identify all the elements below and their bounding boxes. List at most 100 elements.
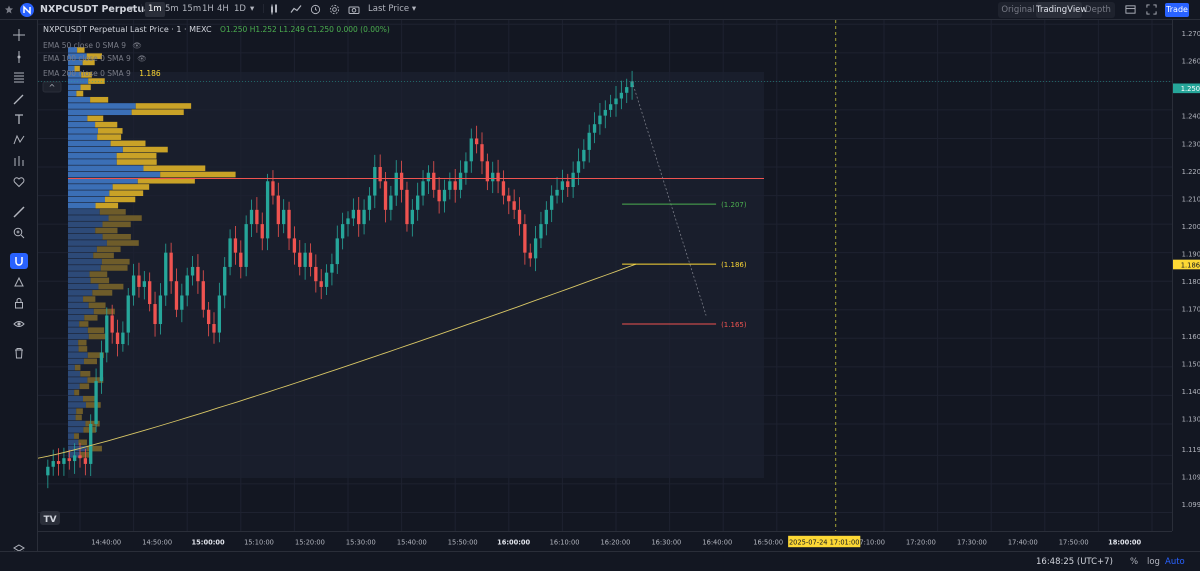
volume-bar-down	[110, 140, 146, 147]
trade-button[interactable]: Trade	[1165, 3, 1189, 17]
indicator-ema100[interactable]: EMA 100 close 0 SMA 9 👁	[43, 54, 147, 63]
volume-bar-up	[68, 215, 109, 221]
indicator-ema200[interactable]: EMA 200 close 0 SMA 9 1.186	[43, 69, 161, 78]
volume-bar-down	[90, 277, 110, 284]
magnet-icon[interactable]	[10, 253, 28, 269]
candle-body	[190, 266, 195, 276]
candle	[550, 185, 554, 223]
candle-body	[46, 466, 50, 476]
volume-bar-up	[68, 358, 84, 365]
chart-type-icon[interactable]	[270, 2, 280, 17]
eye-icon[interactable]	[10, 316, 28, 332]
clock[interactable]: 16:48:25 (UTC+7)	[1036, 557, 1113, 567]
prediction-icon[interactable]	[10, 153, 28, 169]
view-original[interactable]: Original	[1001, 5, 1035, 15]
crosshair-icon[interactable]	[10, 27, 28, 43]
brush-icon[interactable]	[10, 91, 28, 107]
text-tool-icon[interactable]	[10, 111, 28, 127]
star-icon[interactable]	[4, 2, 14, 17]
volume-bar-up	[68, 277, 91, 284]
fullscreen-icon[interactable]	[1146, 2, 1157, 17]
candle	[437, 177, 441, 214]
percent-toggle[interactable]: %	[1130, 557, 1139, 567]
indicators-icon[interactable]	[290, 2, 302, 17]
volume-bar-up	[68, 72, 82, 78]
volume-bar-up	[68, 103, 136, 109]
price-axis[interactable]: 1.270 1.260 1.250 1.240 1.230 1.220 1.210 1.200…	[1172, 20, 1200, 531]
volume-bar-down	[88, 302, 106, 309]
volume-bar-down	[87, 377, 104, 383]
candle-body	[292, 238, 297, 253]
lock-icon[interactable]	[10, 295, 28, 311]
interval-1h[interactable]: 1H	[202, 4, 214, 14]
stay-in-drawing-icon[interactable]	[10, 274, 28, 290]
candle	[126, 288, 130, 346]
time-axis[interactable]: 14:40:00 14:50:00 15:00:00 15:10:00 15:20:00…	[38, 531, 1172, 551]
layout-icon[interactable]	[1125, 2, 1136, 17]
candle	[142, 271, 146, 300]
candle-body	[265, 181, 270, 239]
candle	[389, 185, 393, 221]
ruler-icon[interactable]	[10, 204, 28, 220]
horizontal-lines-icon[interactable]	[10, 69, 28, 85]
candle	[464, 152, 468, 185]
candle	[539, 211, 543, 248]
auto-toggle[interactable]: Auto	[1165, 557, 1185, 567]
indicator-ema50[interactable]: EMA 50 close 0 SMA 9 👁	[43, 41, 142, 50]
candle	[228, 229, 232, 276]
candle	[217, 282, 222, 343]
candle	[480, 132, 484, 175]
interval-5m[interactable]: 5m	[165, 4, 179, 14]
candle-body	[614, 98, 618, 105]
trash-icon[interactable]	[10, 345, 28, 361]
collapse-legend-button[interactable]: ^	[42, 81, 62, 93]
view-depth[interactable]: Depth	[1085, 5, 1111, 15]
interval-chevron-icon[interactable]: ▾	[250, 4, 255, 14]
chevron-down-icon[interactable]: ▾	[129, 4, 134, 14]
bottom-bar: 16:48:25 (UTC+7) % log Auto	[0, 551, 1200, 571]
interval-15m[interactable]: 15m	[182, 4, 202, 14]
candle-body	[174, 281, 179, 310]
symbol-name[interactable]: NXPCUSDT Perpetual	[40, 4, 154, 15]
volume-bar-down	[112, 184, 150, 190]
price-source-select[interactable]: Last Price ▾	[368, 4, 417, 14]
candle	[458, 160, 463, 199]
price-chart[interactable]: (1.207) (1.186) (1.165) TV ^	[38, 20, 1172, 531]
volume-bar-up	[68, 339, 79, 346]
interval-1m[interactable]: 1m	[145, 2, 165, 17]
candle	[233, 225, 238, 265]
volume-bar-down	[81, 72, 92, 78]
price-tick-label: 1.210	[1182, 195, 1200, 203]
candle	[373, 154, 377, 209]
heart-icon[interactable]	[10, 174, 28, 190]
eye-icon[interactable]: 👁	[132, 41, 142, 50]
interval-1d[interactable]: 1D	[234, 4, 246, 14]
candle-body	[282, 209, 286, 225]
candle-body	[603, 109, 607, 116]
candle	[78, 442, 82, 468]
candle	[362, 199, 366, 235]
settings-gear-icon[interactable]	[329, 2, 340, 17]
volume-bar-up	[68, 258, 102, 265]
eye-icon[interactable]: 👁	[137, 54, 147, 63]
volume-bar-down	[95, 121, 118, 128]
candle-body	[244, 224, 248, 267]
symbol-logo-icon	[20, 3, 34, 18]
camera-icon[interactable]	[348, 2, 360, 17]
candle	[614, 85, 618, 117]
trend-line-icon[interactable]	[10, 49, 28, 65]
volume-bar-up	[68, 439, 79, 446]
volume-bar-up	[68, 333, 89, 340]
alert-clock-icon[interactable]	[310, 2, 321, 17]
view-tradingview[interactable]: TradingView	[1036, 2, 1087, 18]
log-toggle[interactable]: log	[1147, 557, 1160, 567]
time-tick-label: 15:50:00	[448, 538, 478, 546]
zoom-in-icon[interactable]	[10, 225, 28, 241]
volume-bar-down	[76, 90, 84, 97]
candle	[319, 269, 323, 300]
interval-4h[interactable]: 4H	[217, 4, 229, 14]
candle	[496, 159, 500, 194]
volume-bar-down	[87, 327, 105, 334]
candle-body	[228, 238, 232, 267]
pattern-icon[interactable]	[10, 132, 28, 148]
